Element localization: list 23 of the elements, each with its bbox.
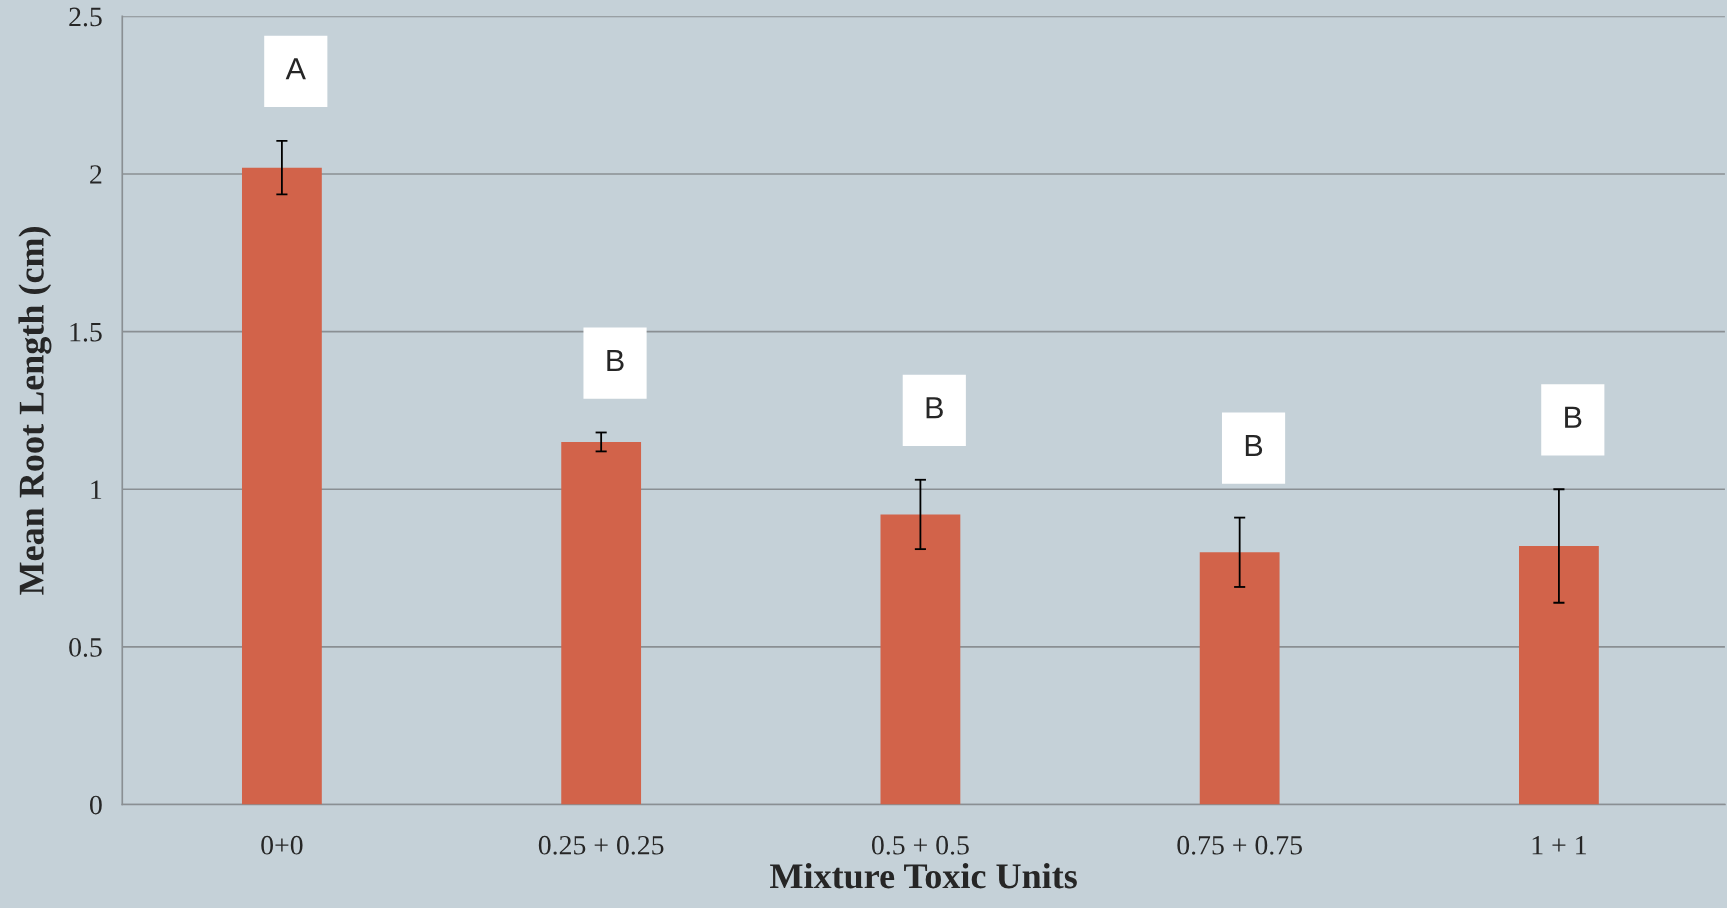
bar <box>1199 552 1280 805</box>
x-tick-label: 0.5 + 0.5 <box>871 835 969 855</box>
annotation: B <box>926 397 943 419</box>
y-tick-label: 0 <box>90 795 102 815</box>
y-tick-label: 1 <box>91 480 102 499</box>
annotation: B <box>1565 406 1582 428</box>
bar <box>561 441 642 805</box>
y-tick-label: 2 <box>90 165 102 184</box>
annotation: B <box>1245 435 1263 457</box>
y-tick-label: 0.5 <box>69 638 102 657</box>
y-tick-label: 1.5 <box>70 322 102 342</box>
bar <box>241 167 322 805</box>
bar <box>1519 545 1599 805</box>
x-tick-label: 0.75 + 0.75 <box>1177 835 1302 855</box>
x-tick-label: 1 + 1 <box>1532 835 1586 855</box>
annotation: B <box>607 349 624 371</box>
annotation: A <box>285 58 306 80</box>
x-tick-label: 0.25 + 0.25 <box>538 835 664 855</box>
y-tick-label: 2.5 <box>69 7 102 27</box>
bar <box>880 514 961 805</box>
x-axis-title: Mixture Toxic Units <box>770 863 1077 889</box>
y-axis-title: Mean Root Length (cm) <box>18 226 52 595</box>
x-tick-label: 0+0 <box>261 835 303 855</box>
